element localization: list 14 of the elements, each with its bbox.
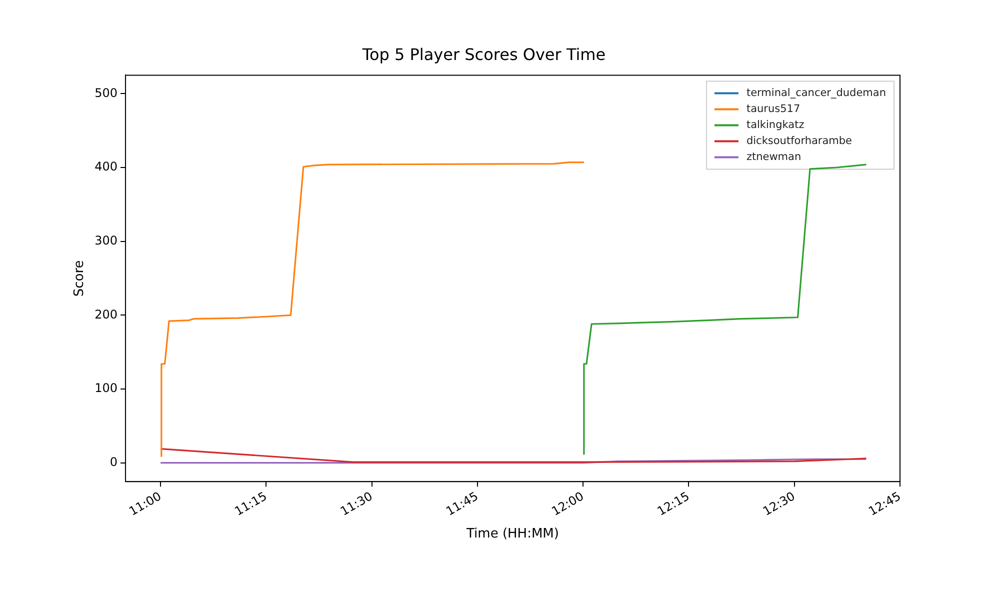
y-tick-label: 0	[110, 454, 118, 469]
y-tick-label: 200	[94, 307, 118, 322]
chart-title: Top 5 Player Scores Over Time	[361, 44, 606, 64]
x-axis-title: Time (HH:MM)	[466, 526, 559, 542]
legend-label: dicksoutforharambe	[746, 134, 852, 147]
legend-label: taurus517	[746, 102, 800, 115]
legend-label: terminal_cancer_dudeman	[746, 86, 886, 99]
y-tick-label: 100	[94, 381, 118, 396]
y-tick-label: 300	[94, 233, 118, 248]
y-tick-label: 400	[94, 160, 118, 174]
legend-label: talkingkatz	[746, 118, 805, 131]
legend-label: ztnewman	[746, 150, 802, 163]
y-tick-label: 500	[94, 86, 118, 100]
y-axis-title: Score	[72, 260, 88, 297]
